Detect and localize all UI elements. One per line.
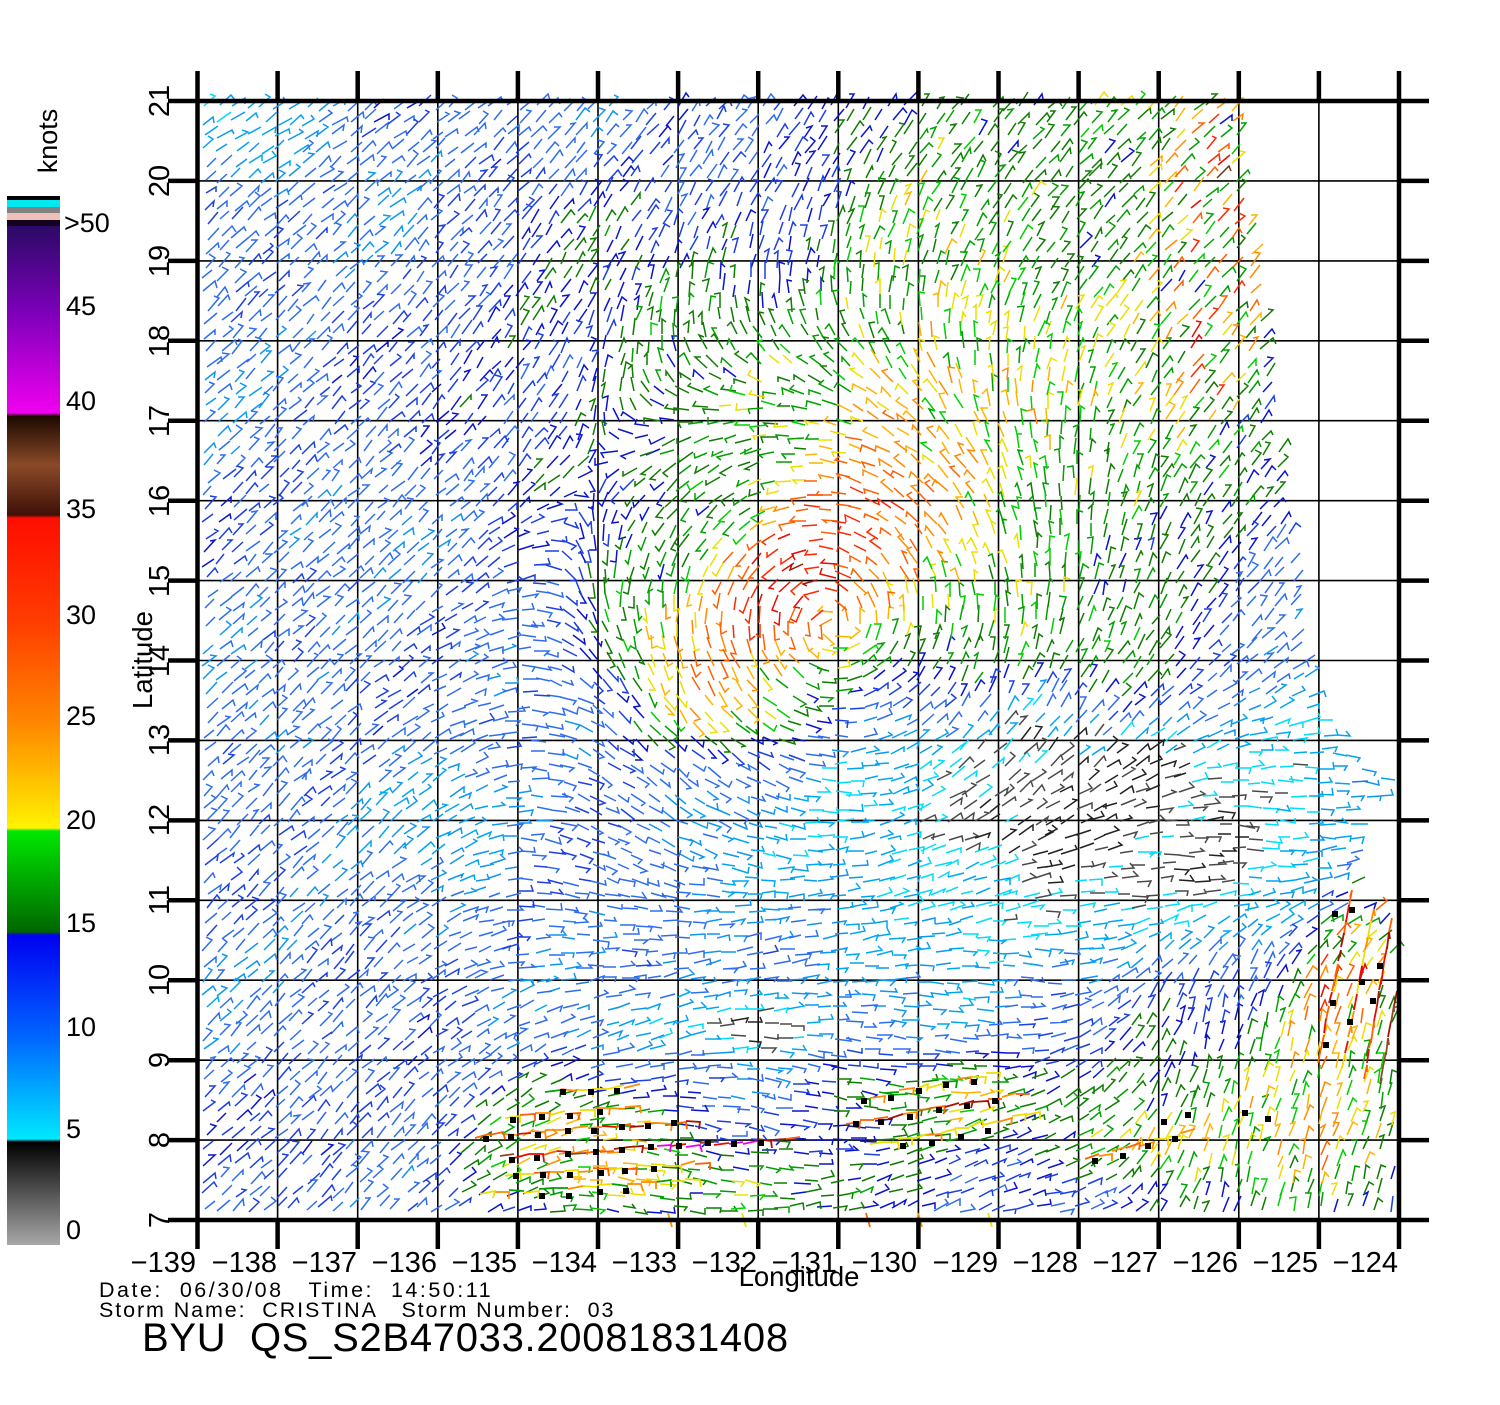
svg-text:−125: −125 <box>1253 1247 1318 1279</box>
svg-text:7: 7 <box>144 1212 176 1228</box>
svg-text:−124: −124 <box>1333 1247 1398 1279</box>
svg-text:−134: −134 <box>532 1247 597 1279</box>
svg-text:−126: −126 <box>1173 1247 1238 1279</box>
svg-text:20: 20 <box>144 165 176 197</box>
svg-text:5: 5 <box>66 1114 81 1144</box>
svg-text:−139: −139 <box>131 1247 196 1279</box>
svg-text:10: 10 <box>66 1012 96 1042</box>
svg-text:−132: −132 <box>692 1247 757 1279</box>
svg-text:Storm Name: CRISTINA Storm: Storm Name: CRISTINA Storm Number: 03 <box>99 1298 615 1322</box>
svg-text:>50: >50 <box>64 208 110 238</box>
svg-text:knots: knots <box>33 109 63 174</box>
svg-text:−133: −133 <box>612 1247 677 1279</box>
svg-text:17: 17 <box>144 405 176 437</box>
svg-text:−127: −127 <box>1093 1247 1158 1279</box>
svg-text:21: 21 <box>144 85 176 117</box>
svg-text:0: 0 <box>66 1215 81 1245</box>
svg-text:−137: −137 <box>292 1247 357 1279</box>
svg-text:45: 45 <box>66 291 96 321</box>
svg-text:Date: 06/30/08 Time: 14:50: Date: 06/30/08 Time: 14:50:11 <box>99 1278 493 1302</box>
svg-text:15: 15 <box>144 565 176 597</box>
svg-text:16: 16 <box>144 485 176 517</box>
svg-text:35: 35 <box>66 494 96 524</box>
svg-text:15: 15 <box>66 908 96 938</box>
svg-text:10: 10 <box>144 964 176 996</box>
svg-text:12: 12 <box>144 804 176 836</box>
svg-text:11: 11 <box>144 885 176 915</box>
svg-text:18: 18 <box>144 325 176 357</box>
svg-text:Longitude: Longitude <box>739 1261 860 1292</box>
svg-text:20: 20 <box>66 805 96 835</box>
svg-text:BYU QS_S2B47033.20081831408: BYU QS_S2B47033.20081831408 <box>142 1316 789 1360</box>
svg-text:−131: −131 <box>772 1247 837 1279</box>
svg-text:−135: −135 <box>452 1247 517 1279</box>
svg-text:−138: −138 <box>212 1247 277 1279</box>
svg-text:−129: −129 <box>933 1247 998 1279</box>
svg-text:8: 8 <box>144 1132 176 1148</box>
svg-text:13: 13 <box>144 724 176 756</box>
svg-text:−136: −136 <box>372 1247 437 1279</box>
svg-text:40: 40 <box>66 386 96 416</box>
svg-text:25: 25 <box>66 701 96 731</box>
svg-text:9: 9 <box>144 1052 176 1068</box>
svg-text:30: 30 <box>66 600 96 630</box>
svg-text:19: 19 <box>144 245 176 277</box>
svg-text:14: 14 <box>144 645 176 677</box>
svg-text:−130: −130 <box>852 1247 917 1279</box>
svg-text:−128: −128 <box>1013 1247 1078 1279</box>
svg-text:Latitude: Latitude <box>127 611 158 709</box>
